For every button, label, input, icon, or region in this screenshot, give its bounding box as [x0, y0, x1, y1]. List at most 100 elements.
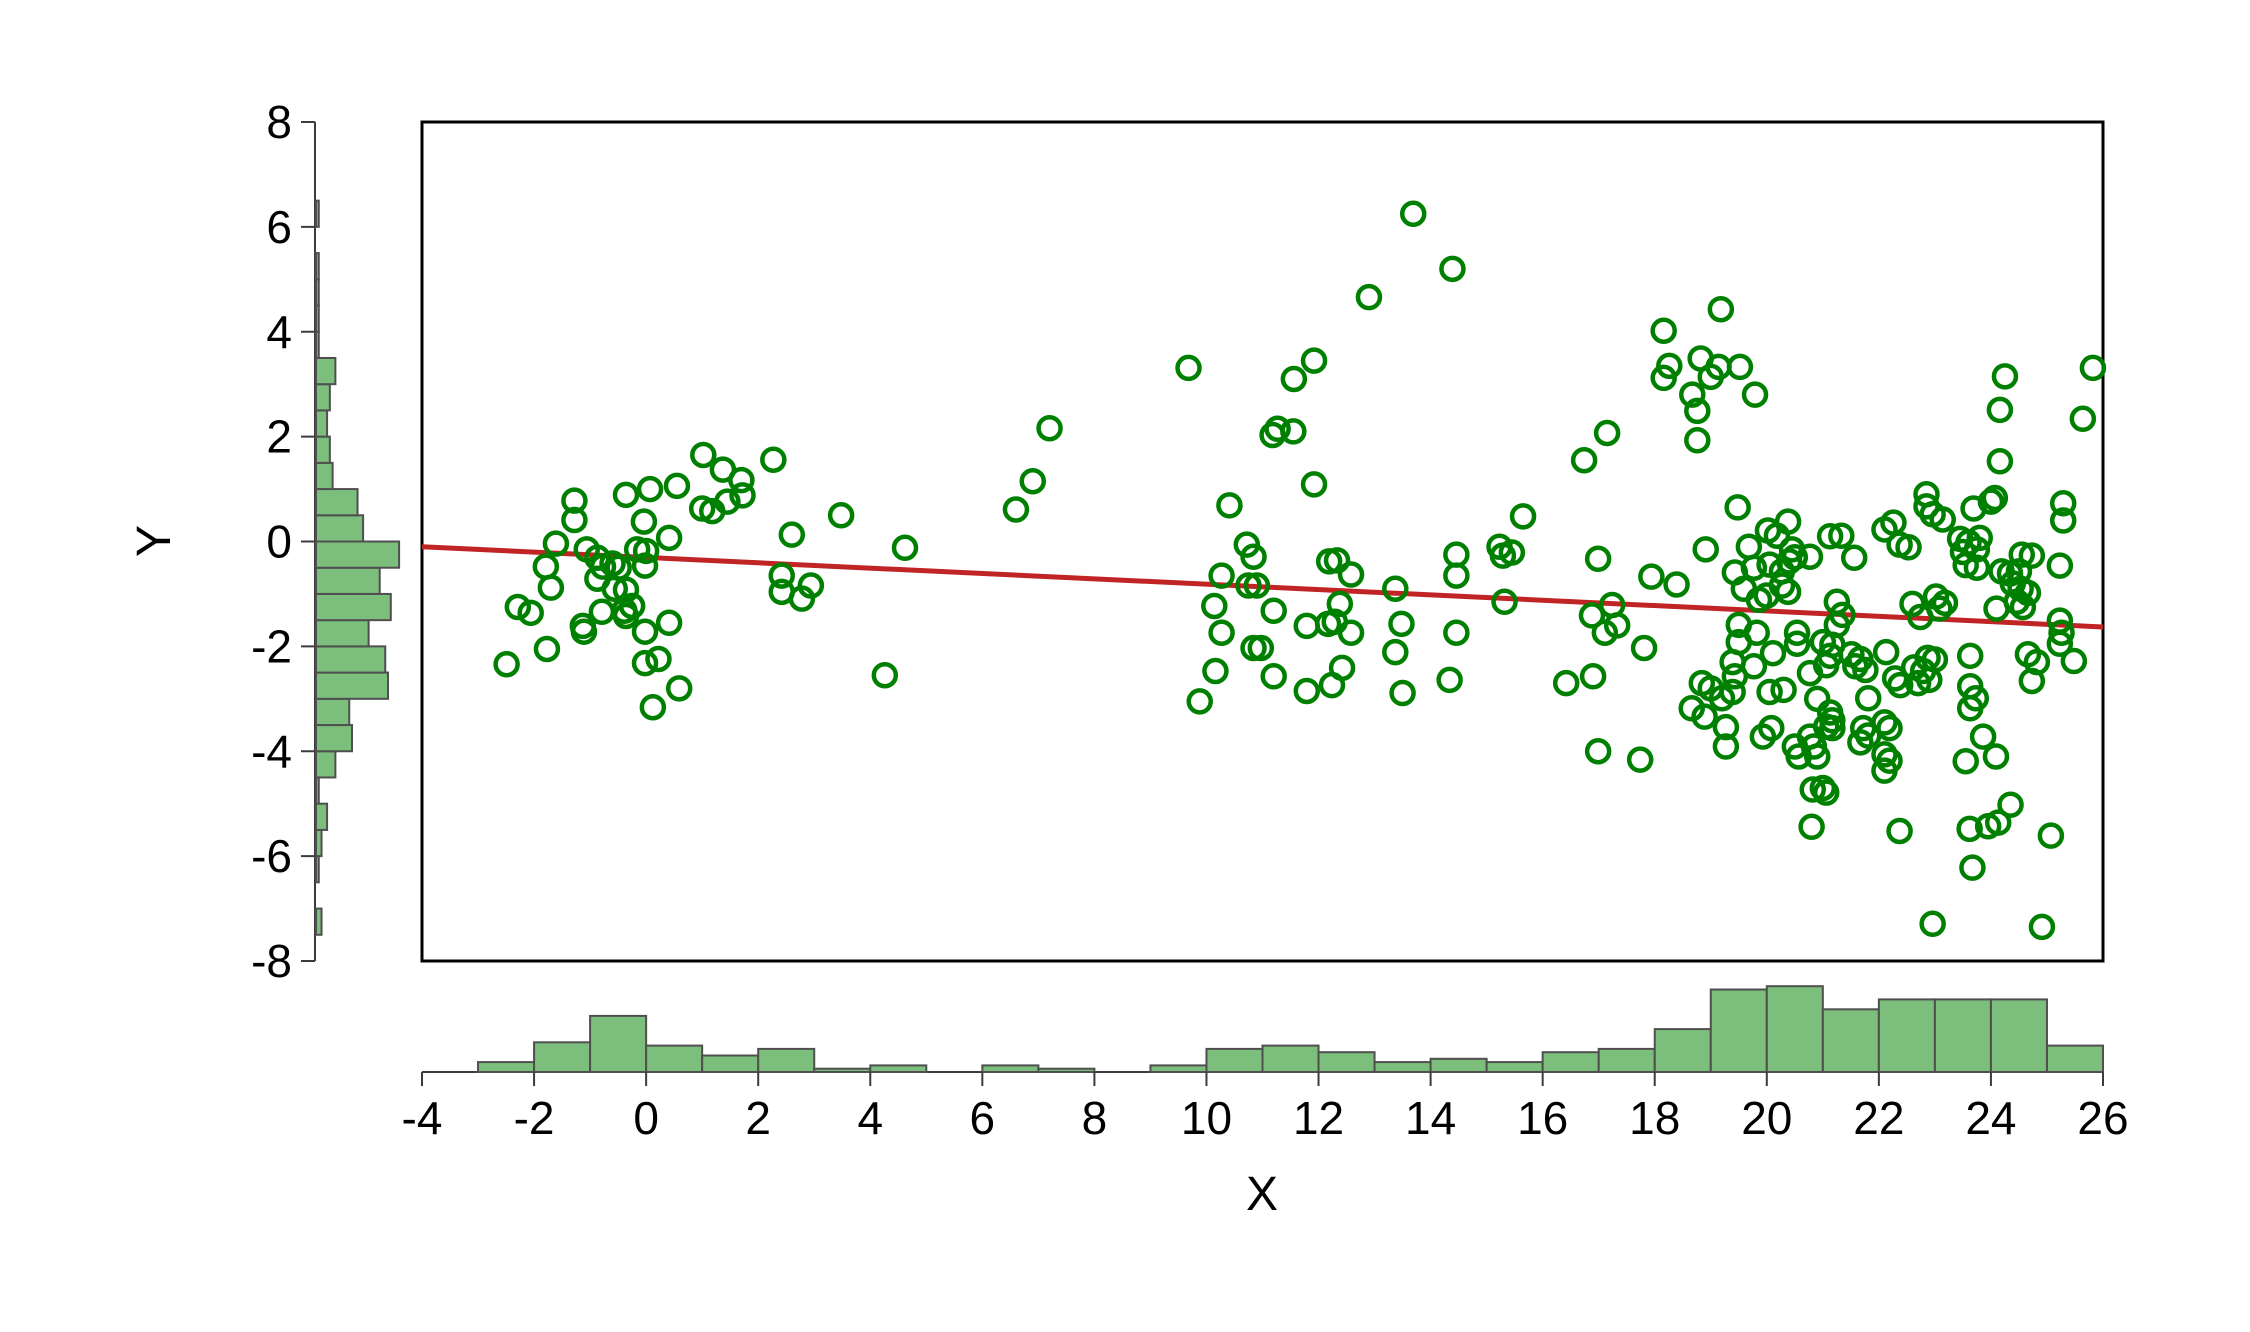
y-hist-bar — [315, 566, 381, 595]
scatter-point — [1570, 446, 1598, 474]
scatter-point — [533, 635, 561, 663]
x-hist-bar — [813, 1067, 872, 1073]
scatter-point — [1382, 575, 1409, 602]
x-hist-bar — [1373, 1061, 1432, 1073]
x-hist-bar — [1261, 1044, 1320, 1073]
scatter-point — [871, 661, 899, 689]
y-hist-bar — [315, 592, 392, 622]
scatter-point — [612, 481, 640, 509]
y-hist-bar — [315, 461, 334, 491]
scatter-point — [1796, 543, 1824, 570]
x-tick-label: 12 — [1293, 1092, 1344, 1144]
x-tick-label: 0 — [633, 1092, 659, 1144]
y-hist-bar — [315, 383, 331, 412]
scatter-point — [605, 554, 632, 581]
scatter-point — [1202, 657, 1229, 685]
y-hist-bar — [315, 488, 359, 517]
scatter-point — [1974, 812, 2002, 840]
scatter-point — [1684, 427, 1711, 454]
scatter-point — [1688, 669, 1716, 697]
scatter-point — [1692, 536, 1719, 563]
scatter-point — [1443, 541, 1470, 568]
scatter-point — [1186, 688, 1213, 715]
x-hist-bar — [1765, 985, 1824, 1074]
x-hist-bar — [1933, 998, 1992, 1074]
y-hist-bar — [315, 278, 320, 307]
scatter-point — [1293, 612, 1321, 640]
x-hist-bar — [757, 1047, 816, 1074]
scatter-point — [542, 530, 570, 557]
scatter-point — [1959, 854, 1986, 881]
scatter-point — [1799, 776, 1826, 803]
x-hist-bar — [1485, 1061, 1544, 1073]
scatter-point — [1768, 572, 1796, 599]
y-axis-title: Y — [128, 525, 181, 557]
y-hist-bar — [315, 304, 320, 333]
scatter-point — [645, 645, 672, 673]
scatter-point — [1871, 757, 1898, 784]
scatter-point — [561, 487, 588, 514]
plot-frame — [420, 120, 2105, 963]
scatter-point — [1997, 791, 2024, 818]
x-hist-bar — [1597, 1047, 1656, 1074]
scatter-point — [1803, 685, 1831, 713]
scatter-point — [1783, 630, 1811, 658]
x-tick-label: 6 — [970, 1092, 996, 1144]
scatter-point — [1871, 709, 1898, 736]
scatter-point — [1355, 283, 1383, 311]
scatter-point — [2028, 913, 2056, 941]
scatter-point — [1812, 652, 1840, 679]
scatter-point — [1735, 533, 1763, 560]
scatter-point — [1840, 544, 1868, 572]
x-hist-bar — [701, 1054, 760, 1073]
scatter-point — [1328, 654, 1356, 682]
scatter-point — [1593, 419, 1621, 447]
scatter-point — [1966, 524, 1993, 552]
scatter-point — [1904, 669, 1932, 697]
scatter-point — [630, 508, 658, 535]
scatter-point — [1208, 619, 1235, 646]
y-tick-label: 4 — [266, 306, 292, 358]
scatter-point — [1216, 492, 1243, 519]
y-hist-bar — [315, 330, 320, 359]
scatter-point — [1630, 634, 1658, 662]
scatter-point — [1828, 522, 1855, 549]
scatter-point — [639, 693, 667, 721]
scatter-point — [2046, 630, 2074, 658]
plot-box — [420, 120, 2105, 963]
scatter-point — [1638, 563, 1665, 590]
scatter-point — [1264, 415, 1291, 443]
scatter-point — [1663, 571, 1690, 598]
scatter-point — [1243, 572, 1271, 599]
scatter-point — [1986, 396, 2014, 424]
scatter-point — [1247, 634, 1275, 662]
scatter-point — [1982, 743, 2010, 770]
scatter-point — [1871, 741, 1898, 768]
scatter-point — [2048, 619, 2075, 646]
scatter-point — [631, 552, 659, 579]
scatter-point — [1260, 663, 1287, 690]
y-hist-bar — [315, 252, 320, 281]
scatter-point — [1854, 685, 1882, 712]
x-tick-label: 10 — [1181, 1092, 1232, 1144]
scatter-point — [1697, 363, 1725, 391]
scatter-point — [570, 618, 598, 645]
scatter-point — [1579, 663, 1607, 690]
scatter-point — [1783, 619, 1811, 646]
scatter-point — [1907, 603, 1934, 631]
x-axis: -4 -2 0 2 4 6 8 10 12 14 16 18 20 22 24 26 — [402, 1072, 2129, 1144]
scatter-point — [1208, 562, 1235, 589]
scatter-point — [2018, 667, 2046, 695]
scatter-point — [1819, 707, 1846, 734]
scatter-point — [690, 441, 717, 469]
regression-line — [421, 544, 2104, 630]
scatter-point — [797, 572, 825, 599]
scatter-point — [1300, 347, 1328, 374]
scatter-point — [1626, 746, 1654, 773]
x-marginal-histogram — [422, 985, 2105, 1074]
x-hist-bar — [645, 1044, 704, 1073]
scatter-point — [1679, 381, 1706, 408]
scatter-point — [1443, 619, 1470, 646]
y-hist-bar — [315, 540, 401, 569]
